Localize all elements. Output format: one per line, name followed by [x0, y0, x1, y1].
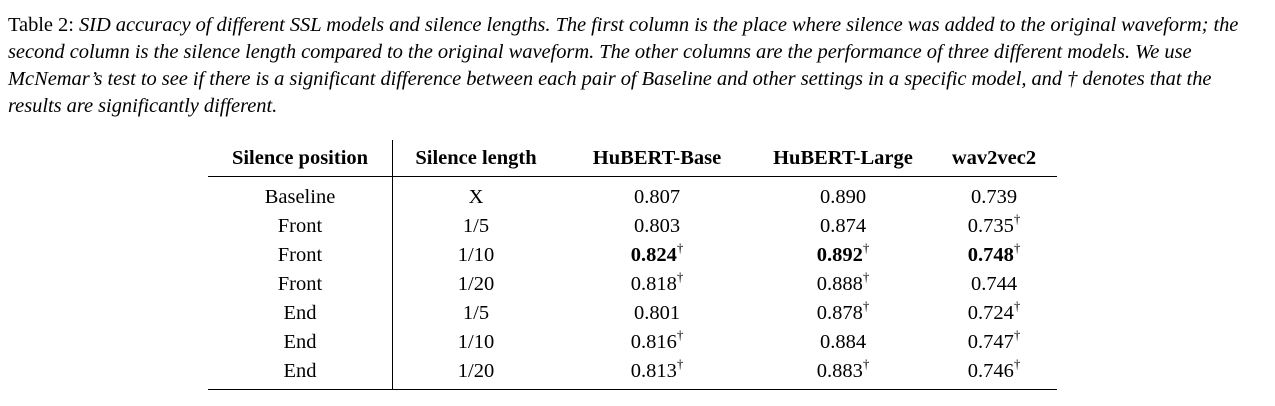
silence-length-cell: 1/10 [457, 244, 495, 266]
hubert-large-cell: 0.883† [755, 357, 931, 390]
header-hubert-base: HuBERT-Base [592, 146, 722, 169]
significance-dagger: † [676, 356, 684, 371]
hubert-large-cell: 0.892† [755, 241, 931, 270]
significance-dagger: † [862, 356, 870, 371]
wav2vec2-cell: 0.748† [931, 241, 1057, 270]
significance-dagger: † [1013, 240, 1021, 255]
hubert-base-cell: 0.801 [559, 299, 755, 328]
silence-position-cell: End [208, 299, 393, 328]
table-row: End 1/5 0.801 0.878† 0.724† [208, 299, 1057, 328]
wav2vec2-cell: 0.739 [931, 177, 1057, 213]
table-row: Baseline X 0.807 0.890 0.739 [208, 176, 1057, 213]
accuracy-value: 0.748 [967, 244, 1014, 266]
accuracy-value: 0.744 [970, 273, 1018, 295]
accuracy-value: 0.892 [816, 244, 863, 266]
accuracy-value: 0.724 [967, 302, 1014, 324]
silence-length-cell: 1/10 [457, 331, 495, 353]
accuracy-value: 0.746 [967, 360, 1014, 382]
silence-length-cell: 1/5 [462, 302, 490, 324]
silence-position-cell: Baseline [208, 176, 393, 212]
significance-dagger: † [862, 240, 870, 255]
table-row: Front 1/20 0.818† 0.888† 0.744 [208, 270, 1057, 299]
header-silence-length: Silence length [415, 146, 537, 169]
significance-dagger: † [1013, 356, 1021, 371]
significance-dagger: † [1013, 211, 1021, 226]
table-row: End 1/10 0.816† 0.884 0.747† [208, 328, 1057, 357]
accuracy-value: 0.824 [630, 244, 677, 266]
silence-position-cell: Front [208, 270, 393, 299]
hubert-large-cell: 0.890 [755, 177, 931, 213]
hubert-large-cell: 0.874 [755, 212, 931, 241]
accuracy-value: 0.874 [819, 215, 867, 237]
wav2vec2-cell: 0.744 [931, 270, 1057, 299]
wav2vec2-cell: 0.724† [931, 299, 1057, 328]
wav2vec2-cell: 0.747† [931, 328, 1057, 357]
accuracy-value: 0.883 [816, 360, 863, 382]
silence-position-cell: Front [208, 212, 393, 241]
silence-position-cell: End [208, 328, 393, 357]
significance-dagger: † [676, 327, 684, 342]
accuracy-value: 0.803 [633, 215, 681, 237]
significance-dagger: † [1013, 298, 1021, 313]
hubert-base-cell: 0.807 [559, 177, 755, 213]
table-header: Silence position Silence length HuBERT-B… [208, 140, 1057, 177]
accuracy-value: 0.813 [630, 360, 677, 382]
hubert-base-cell: 0.813† [559, 357, 755, 390]
hubert-large-cell: 0.884 [755, 328, 931, 357]
accuracy-value: 0.884 [819, 331, 867, 353]
wav2vec2-cell: 0.746† [931, 357, 1057, 390]
significance-dagger: † [1013, 327, 1021, 342]
silence-position-cell: Front [208, 241, 393, 270]
significance-dagger: † [862, 298, 870, 313]
caption-text: SID accuracy of different SSL models and… [8, 14, 1239, 117]
header-silence-position: Silence position [208, 140, 393, 177]
header-row: Silence position Silence length HuBERT-B… [208, 140, 1057, 177]
header-hubert-large: HuBERT-Large [773, 146, 913, 169]
table-row: Front 1/5 0.803 0.874 0.735† [208, 212, 1057, 241]
table-caption: Table 2: SID accuracy of different SSL m… [8, 12, 1270, 120]
accuracy-value: 0.816 [630, 331, 677, 353]
silence-length-cell: 1/20 [457, 273, 495, 295]
table-row: Front 1/10 0.824† 0.892† 0.748† [208, 241, 1057, 270]
silence-length-cell: 1/5 [462, 215, 490, 237]
accuracy-value: 0.735 [967, 215, 1014, 237]
hubert-large-cell: 0.888† [755, 270, 931, 299]
accuracy-value: 0.890 [819, 186, 867, 208]
silence-length-cell: 1/20 [457, 360, 495, 382]
accuracy-value: 0.747 [967, 331, 1014, 353]
hubert-base-cell: 0.824† [559, 241, 755, 270]
significance-dagger: † [862, 269, 870, 284]
wav2vec2-cell: 0.735† [931, 212, 1057, 241]
accuracy-value: 0.878 [816, 302, 863, 324]
significance-dagger: † [676, 240, 684, 255]
accuracy-value: 0.818 [630, 273, 677, 295]
results-table: Silence position Silence length HuBERT-B… [208, 140, 1057, 390]
accuracy-value: 0.739 [970, 186, 1018, 208]
caption-label: Table 2: [8, 14, 74, 36]
hubert-base-cell: 0.818† [559, 270, 755, 299]
header-wav2vec2: wav2vec2 [951, 146, 1037, 169]
hubert-base-cell: 0.816† [559, 328, 755, 357]
hubert-base-cell: 0.803 [559, 212, 755, 241]
silence-length-cell: X [468, 186, 484, 208]
table-row: End 1/20 0.813† 0.883† 0.746† [208, 357, 1057, 390]
accuracy-value: 0.801 [633, 302, 681, 324]
hubert-large-cell: 0.878† [755, 299, 931, 328]
silence-position-cell: End [208, 357, 393, 390]
significance-dagger: † [676, 269, 684, 284]
table-body: Baseline X 0.807 0.890 0.739 Front 1/5 0.803 0.8… [208, 176, 1057, 390]
accuracy-value: 0.807 [633, 186, 681, 208]
accuracy-value: 0.888 [816, 273, 863, 295]
